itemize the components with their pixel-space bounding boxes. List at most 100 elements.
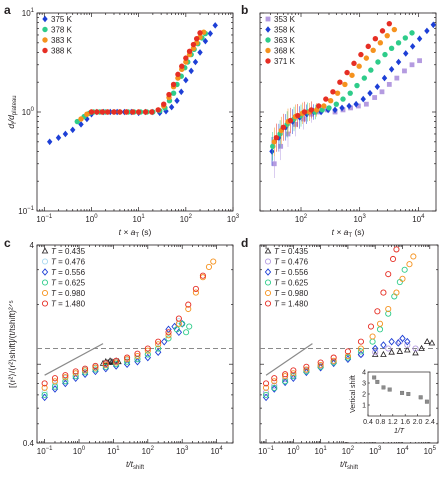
legend-label: 371 K [274,57,296,66]
data-point [173,326,180,333]
data-point [303,368,310,375]
y-axis-label: df/dplateau [6,95,18,128]
data-point [372,349,379,356]
data-point [382,51,388,58]
data-point [360,95,366,103]
data-point [102,364,109,373]
panel-label-c: c [4,236,11,250]
data-point [82,369,89,376]
x-tick-label: 100 [287,446,300,456]
data-point [388,348,395,355]
data-point [333,101,340,107]
legend-label: T = 0.476 [51,258,86,267]
data-point [323,96,329,102]
data-point [290,374,297,382]
data-point [357,338,364,345]
x-tick-label: 102 [142,446,155,456]
legend-label: T = 0.625 [51,279,86,288]
data-point [117,109,123,115]
x-tick-label: 105 [424,446,437,456]
data-point [62,378,69,385]
data-point [388,65,395,73]
data-point [386,20,393,27]
data-point [416,35,423,43]
data-point [340,96,346,102]
legend-marker [42,37,48,43]
legend-label: T = 0.980 [51,289,86,298]
x-axis-label: t/tshift [340,459,358,471]
legend-marker [42,47,48,54]
data-point [396,347,404,354]
data-point [92,362,99,369]
data-point [134,352,141,360]
data-point [380,341,387,349]
data-point [357,348,364,355]
legend-marker [42,15,48,23]
data-point [384,32,390,39]
data-point [418,344,425,351]
data-point [354,82,360,89]
legend-marker [41,268,49,276]
data-point [111,109,117,115]
data-point [290,370,297,377]
data-point [62,374,69,381]
data-point [41,380,48,387]
data-point [374,83,381,91]
data-point [349,72,355,78]
data-point [430,21,436,29]
y-tick-label: 0.4 [23,439,35,448]
series-371-K [273,20,393,152]
data-point [124,354,131,361]
data-point [282,371,289,378]
data-point [192,289,199,296]
x-tick-label: 101 [315,446,328,456]
y-axis-label: [⟨r²⟩/⟨r²⟩shift]/(t/tshift)²ᐟ⁵ [7,300,17,388]
legend-marker [41,300,49,307]
data-point [102,362,109,369]
data-point [135,109,142,115]
series-375-K [46,22,218,146]
data-point [380,289,387,296]
data-point [369,333,376,340]
data-point [70,126,76,134]
data-point [356,63,362,69]
data-point [385,345,392,352]
data-point [183,76,189,84]
legend-label: 383 K [51,36,73,45]
legend-label: T = 0.556 [51,268,86,277]
data-point [113,357,120,364]
data-point [281,378,289,387]
data-point [344,69,350,76]
data-point [393,289,400,296]
data-point [301,116,306,122]
data-point [358,51,364,58]
data-point [357,345,364,352]
data-point [344,352,351,360]
data-point [183,329,190,336]
legend-label: 368 K [274,47,296,56]
x-tick-label: 103 [227,214,240,224]
data-point [395,339,402,347]
data-point [263,389,270,396]
data-point [280,124,287,131]
data-point [339,104,345,112]
data-point [332,106,338,114]
data-point [161,101,167,107]
data-point [369,338,376,345]
data-point [113,359,120,366]
data-point [363,101,369,107]
data-point [404,346,411,353]
data-point [41,391,48,398]
data-point [197,30,203,36]
y-tick-label: 4 [30,241,35,250]
data-point [175,328,183,337]
data-point [51,375,59,382]
data-point [124,358,131,365]
data-point [174,97,180,105]
data-point [205,263,213,270]
data-point [409,30,415,36]
data-point [41,389,48,396]
inset-data-point [375,379,380,384]
data-point [353,100,359,108]
